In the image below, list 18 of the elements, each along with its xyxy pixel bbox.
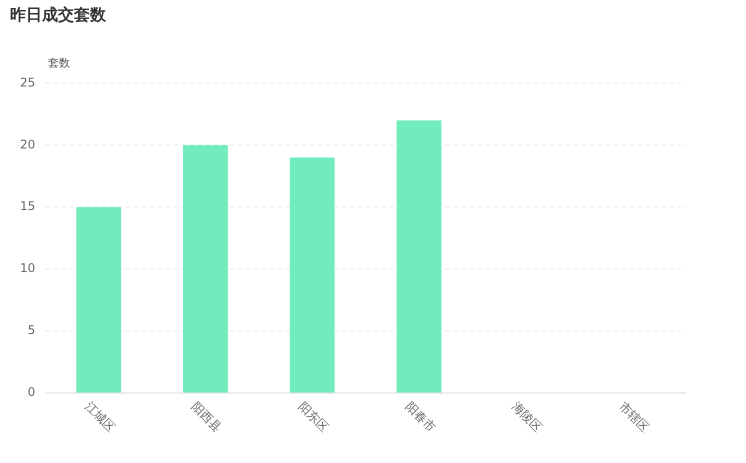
- y-axis-title: 套数: [48, 56, 70, 70]
- x-tick-label: 江城区: [82, 399, 118, 435]
- x-tick-label: 市辖区: [616, 399, 652, 435]
- x-tick-label: 海陵区: [509, 399, 545, 435]
- bar: [396, 120, 442, 392]
- x-tick-label: 阳春市: [402, 399, 438, 435]
- y-tick-label: 10: [20, 261, 36, 276]
- y-tick-label: 25: [20, 75, 36, 90]
- y-tick-label: 0: [28, 385, 36, 400]
- bar: [290, 158, 335, 392]
- chart-title: 昨日成交套数: [10, 4, 107, 24]
- x-tick-label: 阳东区: [296, 399, 332, 435]
- bar: [76, 207, 122, 392]
- y-tick-label: 20: [20, 137, 36, 152]
- bar: [183, 145, 228, 392]
- y-tick-label: 15: [20, 199, 36, 214]
- x-tick-label: 阳西县: [189, 399, 224, 435]
- y-tick-label: 5: [28, 323, 36, 338]
